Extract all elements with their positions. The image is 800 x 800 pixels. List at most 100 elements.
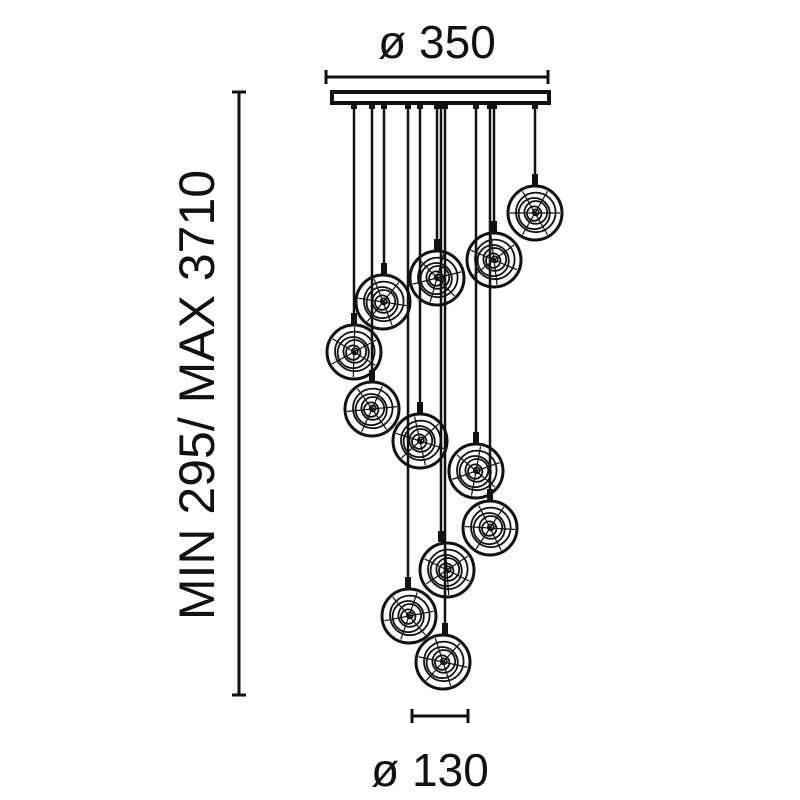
globe-ring: [526, 205, 543, 222]
globe-rib: [521, 191, 536, 214]
pendant-globe: [354, 103, 412, 331]
pendant-globe: [380, 103, 438, 645]
globe-socket: [405, 577, 411, 588]
globe-rib: [400, 615, 410, 640]
globe-rib: [446, 569, 470, 582]
globe-ring: [363, 280, 405, 323]
globe-center: [370, 407, 374, 411]
globe-rib: [373, 278, 384, 303]
globe-socket: [417, 402, 423, 413]
globe-rib: [424, 558, 448, 571]
globe-dimension-line: [410, 709, 470, 723]
pendant-globe: [391, 103, 449, 470]
globe-rib: [434, 638, 444, 663]
pendant-globe: [414, 103, 472, 691]
pendant-globe: [506, 103, 564, 242]
globe-rib: [358, 297, 384, 303]
globe-ring: [402, 425, 436, 459]
globe-rib: [489, 527, 502, 551]
globe-center: [418, 439, 422, 443]
globe-rib: [442, 661, 452, 686]
globe-socket: [532, 174, 538, 185]
ceiling-canopy: [330, 90, 551, 105]
globe-rib: [347, 408, 373, 412]
globe-center: [533, 211, 537, 215]
globe-ring: [431, 649, 457, 674]
globe-rib: [456, 454, 477, 472]
globe-socket: [487, 489, 493, 500]
pendant-globe: [418, 103, 476, 599]
pendant-globe: [408, 103, 466, 307]
globe-socket: [369, 370, 375, 381]
globe-rib: [412, 277, 438, 285]
height-dimension-line: [232, 90, 246, 697]
globe-rib: [408, 615, 426, 636]
pendant-globe: [343, 103, 401, 438]
globe-rib: [371, 406, 397, 410]
globe-socket: [473, 432, 479, 443]
globe-rib: [419, 423, 439, 442]
globe-rib: [357, 388, 373, 410]
globe-ring: [408, 428, 434, 453]
globe-rib: [442, 643, 461, 663]
globe-rib: [392, 596, 410, 617]
globe-rib: [534, 212, 549, 235]
globe-center: [352, 350, 356, 354]
globe-rib: [371, 386, 383, 410]
globe-ring: [425, 646, 459, 680]
globe-rib: [331, 351, 355, 365]
width-dimension-line: [324, 70, 550, 84]
globe-ring: [354, 393, 388, 427]
pendant-globe: [465, 103, 523, 289]
globe-rib: [534, 191, 549, 214]
globe-rib: [418, 656, 444, 663]
globe-rib: [401, 440, 421, 459]
pendant-globe: [461, 103, 519, 557]
globe-rib: [493, 244, 515, 261]
globe-dimension-label: ø 130: [371, 744, 489, 796]
globe-rib: [408, 610, 434, 617]
globe-ring: [365, 286, 399, 320]
globe-rib: [470, 470, 477, 496]
globe-rib: [352, 351, 355, 378]
globe-ring: [350, 347, 359, 356]
globe-center: [441, 660, 445, 664]
globe-rib: [478, 505, 491, 529]
globe-socket: [438, 531, 444, 542]
globe-rib: [475, 527, 491, 550]
width-dimension-label: ø 350: [378, 16, 496, 68]
globe-socket: [442, 623, 448, 634]
globe-rib: [382, 301, 393, 326]
globe-ring: [417, 256, 459, 299]
globe-rib: [475, 462, 500, 472]
globe-rib: [429, 277, 438, 303]
globe-rib: [493, 259, 498, 285]
pendant-globe: [325, 103, 383, 381]
globe-rib: [332, 338, 355, 353]
globe-ring: [464, 458, 490, 483]
globe-rib: [419, 259, 438, 279]
globe-rib: [452, 470, 477, 480]
globe-socket: [381, 263, 387, 274]
height-dimension-label: MIN 295/ MAX 3710: [169, 170, 225, 620]
globe-ring: [352, 387, 394, 430]
globe-ring: [389, 594, 431, 637]
globe-center: [407, 614, 411, 618]
globe-rib: [521, 212, 536, 235]
globe-rib: [490, 235, 495, 261]
globe-ring: [397, 603, 423, 628]
globe-rib: [442, 661, 468, 668]
globe-ring: [476, 244, 510, 278]
globe-rib: [361, 408, 373, 432]
globe-ring: [428, 270, 445, 287]
globe-rib: [465, 525, 491, 529]
globe-ring: [456, 449, 498, 492]
globe-rib: [475, 470, 496, 488]
globe-rib: [489, 506, 505, 529]
globe-rib: [414, 416, 421, 442]
globe-center: [381, 300, 385, 304]
globe-ring: [425, 265, 451, 290]
globe-socket: [434, 239, 440, 250]
globe-ring: [434, 654, 451, 671]
